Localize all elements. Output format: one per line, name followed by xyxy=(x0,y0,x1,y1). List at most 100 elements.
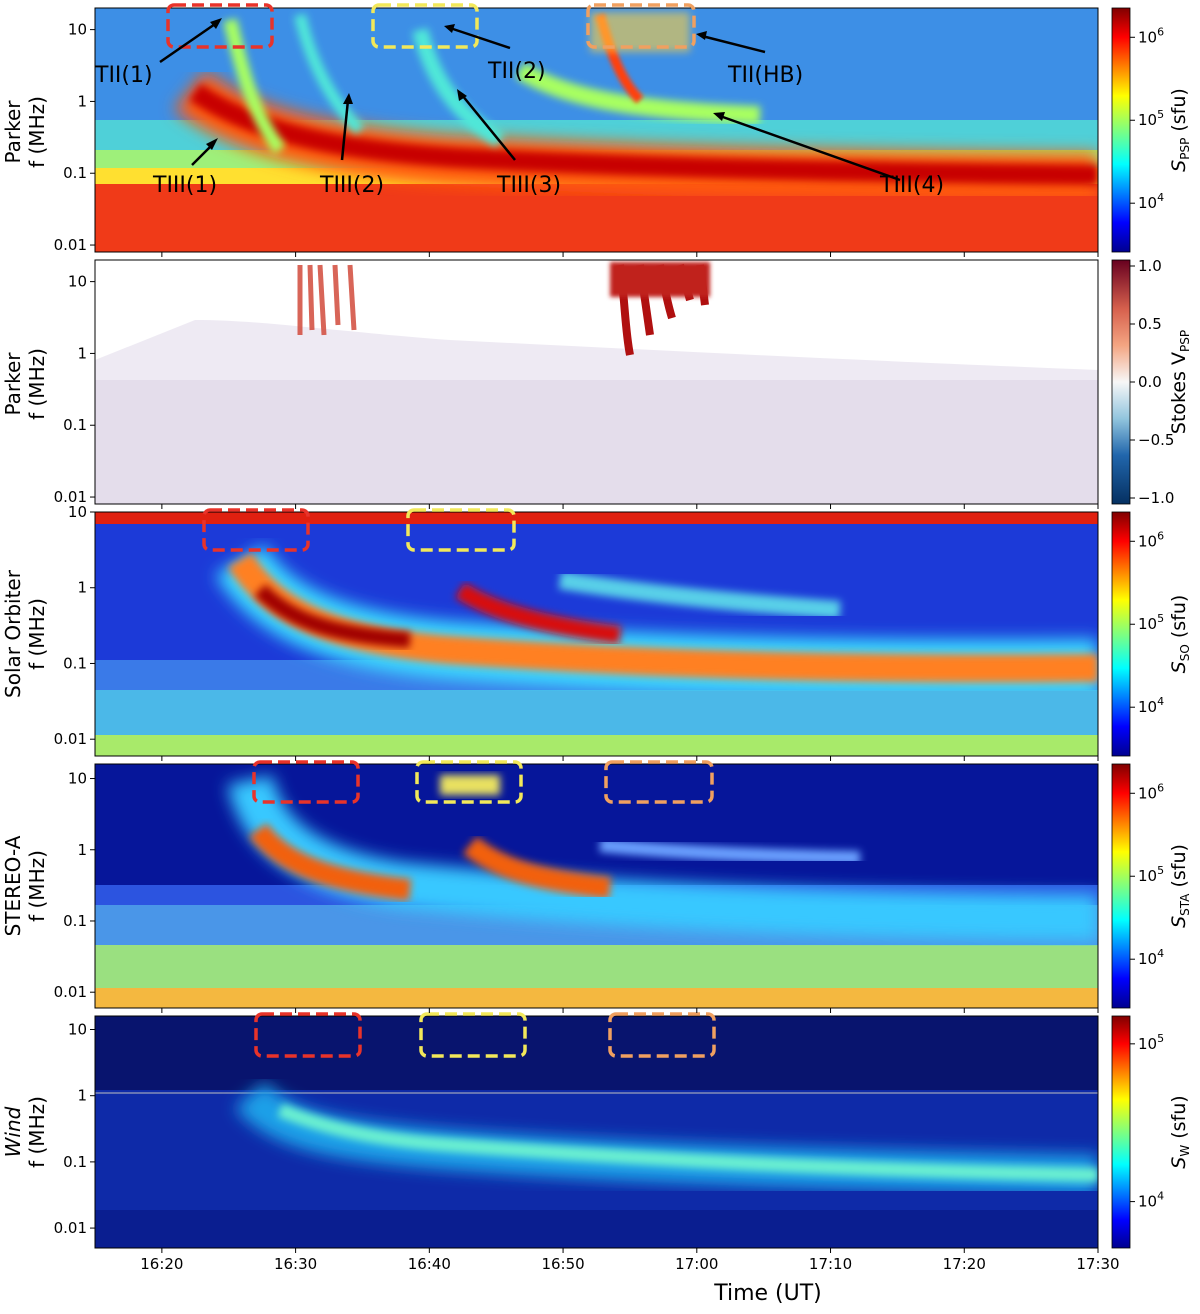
x-tick-layer: 16:20 16:30 16:40 16:50 17:00 17:10 17:20 17:30 xyxy=(140,252,1120,1273)
colorbar-tick-label: 105 xyxy=(1138,612,1164,633)
x-tick-label: 17:00 xyxy=(675,1255,718,1273)
colorbar-title-1: Stokes VPSP xyxy=(1168,330,1192,434)
y-tick-label: 0.1 xyxy=(63,912,87,930)
y-tick-layer: 1010.10.011010.10.011010.10.011010.10.01… xyxy=(54,21,95,1237)
y-axis-titles: Parker f (MHz) Parker f (MHz) Solar Orbi… xyxy=(1,96,49,1168)
colorbar-title-3: SSTA (sfu) xyxy=(1168,844,1192,928)
label-tii-1: TII(1) xyxy=(94,63,153,88)
colorbar-tick-label: 106 xyxy=(1138,529,1164,550)
box-yellow xyxy=(419,1012,527,1058)
colorbar-tick-label: 104 xyxy=(1138,191,1164,212)
colorbar-tick-label: 1.0 xyxy=(1138,257,1162,275)
parker-stokes-spectrogram xyxy=(95,260,1098,504)
panel-parker-intensity: TII(1) TII(2) TII(HB) TIII(1) TIII(2) TI… xyxy=(94,3,1099,253)
colorbar-titles: SPSP (sfu) Stokes VPSP SSO (sfu) SSTA (s… xyxy=(1168,88,1192,1169)
x-tick-label: 16:20 xyxy=(140,1255,183,1273)
box-red xyxy=(166,3,274,49)
box-orange xyxy=(586,3,696,49)
ylabel-unit-3: f (MHz) xyxy=(25,850,49,922)
panel-wind xyxy=(94,1012,1099,1249)
y-tick-label: 0.01 xyxy=(54,983,87,1001)
x-tick-label: 16:30 xyxy=(274,1255,317,1273)
y-tick-label: 10 xyxy=(68,1021,87,1039)
box-yellow xyxy=(406,508,516,552)
colorbar-0 xyxy=(1111,7,1131,253)
y-tick-label: 0.01 xyxy=(54,236,87,254)
ylabel-instrument-1: Parker xyxy=(1,352,25,416)
colorbar-2 xyxy=(1111,511,1131,757)
y-tick-label: 10 xyxy=(68,770,87,788)
y-tick-label: 1 xyxy=(77,92,87,110)
ylabel-instrument-2: Solar Orbiter xyxy=(1,569,25,698)
y-tick-label: 0.1 xyxy=(63,1153,87,1171)
parker-intensity-spectrogram xyxy=(95,8,1098,252)
panel-parker-stokes xyxy=(94,259,1099,505)
y-tick-label: 0.01 xyxy=(54,1219,87,1237)
box-orange xyxy=(604,760,714,804)
box-red xyxy=(252,760,360,804)
colorbar-tick-label: 0.0 xyxy=(1138,373,1162,391)
y-tick-label: 10 xyxy=(68,21,87,39)
y-tick-label: 10 xyxy=(68,273,87,291)
colorbar-tick-label: 104 xyxy=(1138,947,1164,968)
colorbars xyxy=(1111,7,1131,1249)
colorbar-tick-label: 106 xyxy=(1138,25,1164,46)
box-yellow xyxy=(415,760,523,804)
label-tiii-1: TIII(1) xyxy=(152,173,217,198)
ylabel-unit-1: f (MHz) xyxy=(25,348,49,420)
colorbar-tick-label: 105 xyxy=(1138,1032,1164,1053)
y-tick-label: 0.1 xyxy=(63,164,87,182)
colorbar-title-4: SW (sfu) xyxy=(1168,1095,1192,1168)
colorbar-tick-label: 105 xyxy=(1138,108,1164,129)
x-tick-label: 16:40 xyxy=(408,1255,451,1273)
y-tick-label: 0.1 xyxy=(63,654,87,672)
y-tick-label: 1 xyxy=(77,344,87,362)
label-tii-hb: TII(HB) xyxy=(727,63,803,88)
box-red xyxy=(202,508,310,552)
label-tiii-3: TIII(3) xyxy=(496,173,561,198)
label-tiii-2: TIII(2) xyxy=(319,173,384,198)
colorbar-tick-label: 0.5 xyxy=(1138,315,1162,333)
colorbar-tick-label: −0.5 xyxy=(1138,431,1174,449)
box-red xyxy=(254,1012,362,1058)
label-tiii-4: TIII(4) xyxy=(879,173,944,198)
colorbar-tick-label: 105 xyxy=(1138,864,1164,885)
colorbar-tick-label: 106 xyxy=(1138,781,1164,802)
y-tick-label: 10 xyxy=(68,503,87,521)
colorbar-tick-label: 104 xyxy=(1138,695,1164,716)
colorbar-title-2: SSO (sfu) xyxy=(1168,595,1192,674)
x-tick-label: 17:10 xyxy=(809,1255,852,1273)
ylabel-instrument-3: STEREO-A xyxy=(1,835,25,936)
y-tick-label: 1 xyxy=(77,579,87,597)
ylabel-instrument-4: Wind xyxy=(1,1106,25,1157)
colorbar-tick-label: 104 xyxy=(1138,1190,1164,1211)
stereo-a-spectrogram xyxy=(95,764,1098,1008)
box-yellow xyxy=(371,3,479,49)
wind-spectrogram xyxy=(95,1016,1098,1248)
y-tick-label: 0.01 xyxy=(54,730,87,748)
y-tick-label: 0.1 xyxy=(63,416,87,434)
x-tick-label: 17:20 xyxy=(943,1255,986,1273)
ylabel-unit-0: f (MHz) xyxy=(25,96,49,168)
colorbar-3 xyxy=(1111,763,1131,1009)
colorbar-1 xyxy=(1111,259,1131,505)
colorbar-title-0: SPSP (sfu) xyxy=(1168,88,1192,172)
colorbar-tick-label: −1.0 xyxy=(1138,489,1174,507)
y-tick-label: 1 xyxy=(77,841,87,859)
panel-solar-orbiter xyxy=(94,508,1099,757)
ylabel-unit-2: f (MHz) xyxy=(25,598,49,670)
y-tick-label: 0.01 xyxy=(54,488,87,506)
annotation-labels: TII(1) TII(2) TII(HB) TIII(1) TIII(2) TI… xyxy=(94,59,944,198)
y-tick-label: 1 xyxy=(77,1087,87,1105)
solar-orbiter-spectrogram xyxy=(95,512,1098,756)
ylabel-unit-4: f (MHz) xyxy=(25,1096,49,1168)
panel-stereo-a xyxy=(94,760,1099,1009)
box-orange xyxy=(608,1012,716,1058)
label-tii-2: TII(2) xyxy=(487,59,546,84)
x-tick-label: 16:50 xyxy=(541,1255,584,1273)
colorbar-4 xyxy=(1111,1015,1131,1249)
ylabel-instrument-0: Parker xyxy=(1,100,25,164)
x-tick-label: 17:30 xyxy=(1076,1255,1119,1273)
x-axis-title: Time (UT) xyxy=(713,1281,822,1306)
